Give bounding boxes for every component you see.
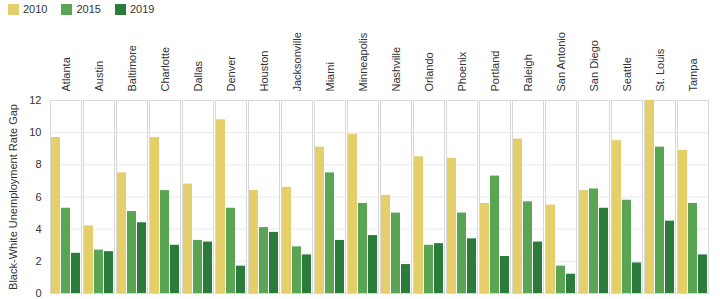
svg-text:Nashville: Nashville: [390, 47, 402, 92]
svg-text:10: 10: [29, 126, 41, 138]
svg-text:St. Louis: St. Louis: [654, 48, 666, 91]
html-text:2010: 2010: [23, 3, 48, 15]
svg-text:8: 8: [35, 158, 41, 170]
svg-text:Black-White Unemployment Rate: Black-White Unemployment Rate Gap: [7, 104, 19, 290]
svg-text:Orlando: Orlando: [423, 52, 435, 91]
svg-text:Minneapolis: Minneapolis: [357, 32, 369, 91]
svg-text:Tampa: Tampa: [687, 58, 699, 92]
svg-text:Austin: Austin: [93, 61, 105, 92]
svg-text:0: 0: [35, 287, 41, 299]
svg-text:San Diego: San Diego: [588, 40, 600, 91]
svg-text:Baltimore: Baltimore: [126, 45, 138, 91]
svg-text:6: 6: [35, 191, 41, 203]
svg-text:Houston: Houston: [258, 51, 270, 92]
svg-text:12: 12: [29, 94, 41, 106]
svg-text:Jacksonville: Jacksonville: [291, 32, 303, 91]
html-text:2019: 2019: [130, 3, 155, 15]
svg-text:Portland: Portland: [489, 51, 501, 92]
svg-text:Miami: Miami: [324, 62, 336, 91]
svg-text:Raleigh: Raleigh: [522, 54, 534, 91]
svg-text:2: 2: [35, 255, 41, 267]
svg-text:Denver: Denver: [225, 56, 237, 92]
html-text:2015: 2015: [76, 3, 101, 15]
svg-text:Phoenix: Phoenix: [456, 51, 468, 91]
svg-text:Seattle: Seattle: [621, 57, 633, 91]
svg-text:Charlotte: Charlotte: [159, 47, 171, 92]
svg-text:Atlanta: Atlanta: [60, 56, 72, 91]
svg-text:San Antonio: San Antonio: [555, 32, 567, 91]
svg-text:Dallas: Dallas: [192, 60, 204, 91]
svg-text:4: 4: [35, 223, 41, 235]
